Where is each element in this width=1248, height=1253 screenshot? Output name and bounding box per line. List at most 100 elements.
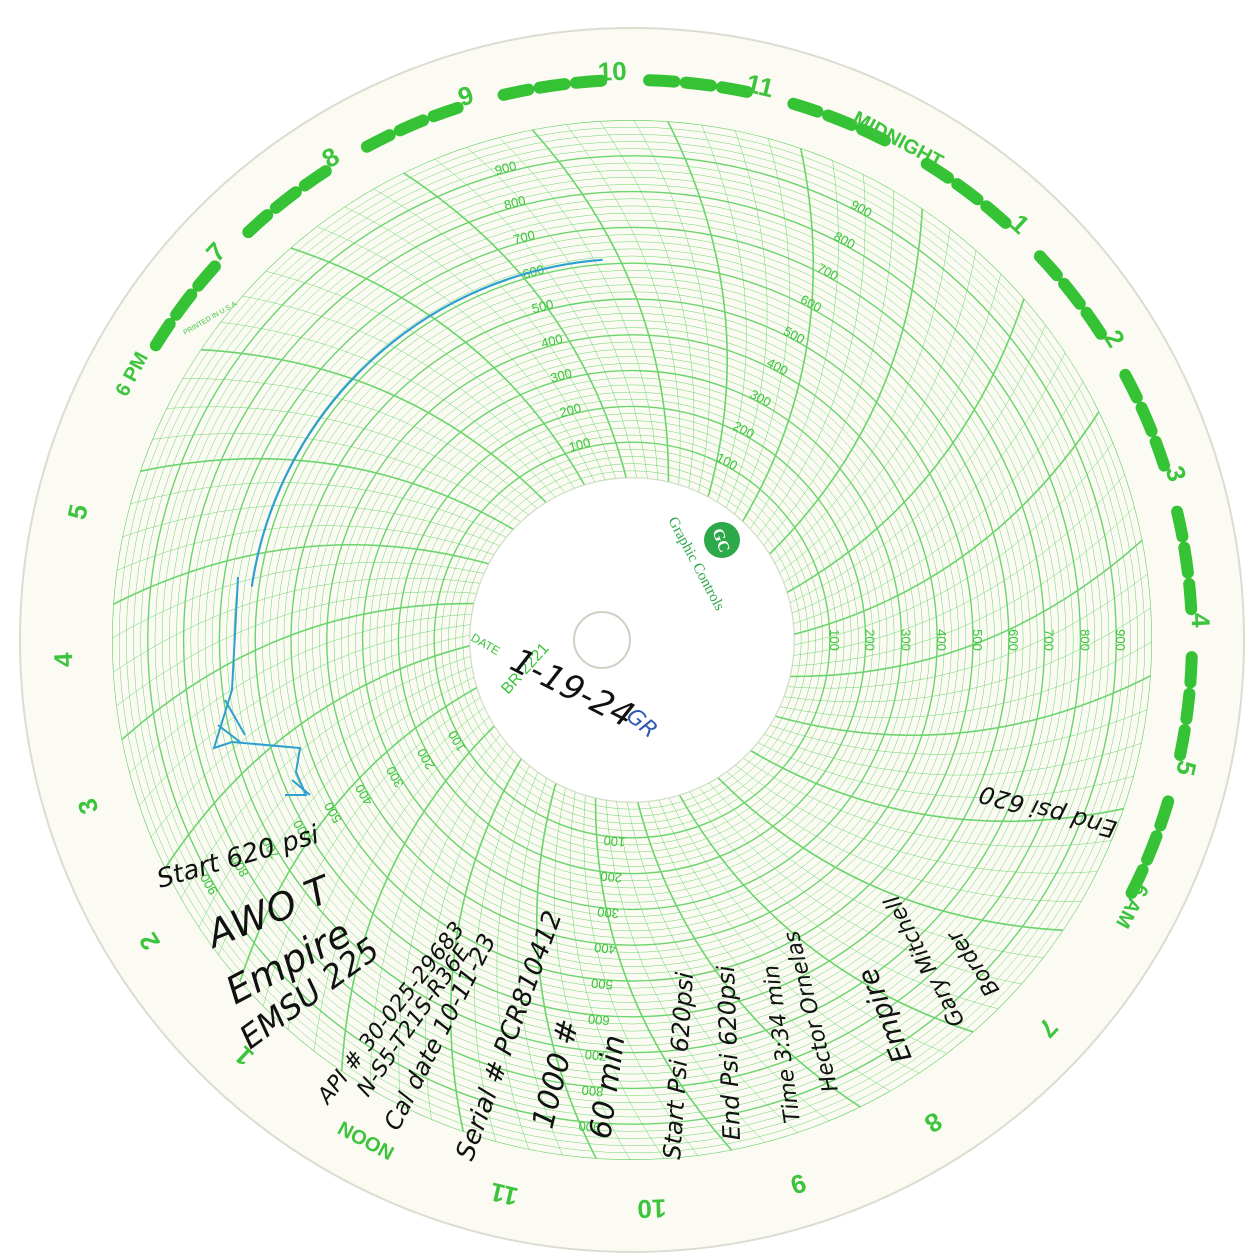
time-line	[616, 801, 798, 1134]
grid-ring	[240, 248, 1024, 1032]
time-line	[150, 634, 471, 838]
scale-label: 500	[590, 976, 613, 993]
scale-label: 400	[539, 331, 564, 351]
night-bar	[1149, 435, 1171, 472]
time-line	[218, 676, 475, 956]
grid-ring	[390, 398, 874, 882]
night-bar	[920, 157, 954, 184]
time-line	[466, 146, 648, 479]
time-line	[403, 172, 628, 479]
note-end-ps: End Psi 620psi	[712, 965, 746, 1141]
hour-label: 4	[1185, 612, 1216, 628]
grid-ring	[297, 305, 967, 975]
grid-ring	[269, 277, 995, 1003]
grid-ring	[190, 198, 1074, 1082]
scale-label: 200	[863, 629, 878, 651]
scale-label: 100	[827, 629, 842, 651]
time-line	[699, 787, 1022, 985]
time-line	[569, 791, 665, 1160]
night-bar	[1180, 687, 1196, 725]
grid-ring	[312, 320, 952, 960]
time-line	[658, 799, 920, 1074]
hour-label: 5	[61, 502, 93, 523]
time-line	[763, 733, 1142, 776]
night-bar	[643, 74, 681, 88]
time-line	[594, 797, 733, 1151]
time-line	[633, 120, 710, 493]
scale-label: 900	[1113, 629, 1128, 651]
scale-label: 700	[1042, 629, 1057, 651]
grid-ring	[340, 348, 924, 932]
grid-ring	[283, 291, 981, 989]
time-line	[129, 613, 473, 774]
scale-label: 100	[567, 435, 592, 455]
time-line	[565, 124, 681, 485]
time-line	[756, 174, 866, 538]
pressure-trace	[250, 258, 603, 587]
night-bar	[360, 129, 396, 153]
night-bar	[1184, 651, 1198, 689]
time-line	[789, 539, 1143, 678]
night-bar	[497, 83, 535, 101]
grid-ring	[154, 162, 1110, 1118]
night-bar	[1058, 277, 1086, 310]
time-line	[130, 482, 507, 538]
grid-ring	[226, 234, 1038, 1046]
time-line	[768, 208, 924, 555]
time-line	[121, 602, 475, 741]
time-line	[787, 573, 1148, 689]
center-hub	[469, 477, 795, 803]
scale-label: 700	[512, 227, 537, 247]
night-bar	[980, 200, 1012, 229]
night-bar	[1135, 401, 1158, 438]
scale-label: 400	[934, 629, 949, 651]
time-line	[786, 298, 1025, 594]
time-line	[741, 147, 815, 522]
grid-ring	[412, 420, 852, 860]
grid-ring	[397, 405, 867, 875]
grid-ring	[455, 463, 809, 817]
time-line	[793, 474, 1126, 656]
grid-ring	[262, 270, 1002, 1010]
grid-ring	[147, 155, 1117, 1125]
time-line	[626, 801, 830, 1122]
night-bar	[170, 288, 198, 321]
grid-ring	[161, 169, 1103, 1111]
time-line	[757, 742, 1134, 798]
time-line	[531, 129, 670, 483]
scale-label: 500	[970, 629, 985, 651]
grid-ring	[326, 334, 938, 946]
time-line	[180, 655, 471, 899]
scale-label: 400	[594, 940, 617, 957]
grid-ring	[197, 205, 1067, 1075]
time-line	[763, 190, 894, 546]
time-line	[112, 543, 490, 606]
scale-label: 300	[898, 629, 913, 651]
grid-ring	[433, 441, 831, 839]
grid-ring	[133, 141, 1131, 1139]
time-line	[242, 295, 565, 493]
time-line	[779, 641, 1152, 718]
scale-label: 100	[603, 833, 626, 850]
scale-label: 500	[530, 296, 555, 316]
hour-label: 11	[743, 68, 777, 103]
time-line	[774, 674, 1152, 737]
night-bar	[393, 114, 430, 137]
scale-label: 600	[1006, 629, 1021, 651]
time-line	[554, 787, 631, 1160]
time-line	[666, 120, 729, 498]
grid-ring	[254, 262, 1010, 1018]
night-bar	[951, 178, 984, 206]
grid-ring	[140, 148, 1124, 1132]
time-line	[734, 764, 1098, 874]
night-bar	[533, 78, 571, 94]
grid-ring	[211, 219, 1053, 1061]
scale-label: 300	[549, 365, 574, 385]
grid-ring	[369, 377, 895, 903]
time-line	[122, 504, 501, 547]
night-bar	[298, 165, 332, 192]
time-line	[605, 799, 766, 1143]
scale-label: 800	[581, 1083, 604, 1100]
time-line	[425, 750, 515, 1120]
